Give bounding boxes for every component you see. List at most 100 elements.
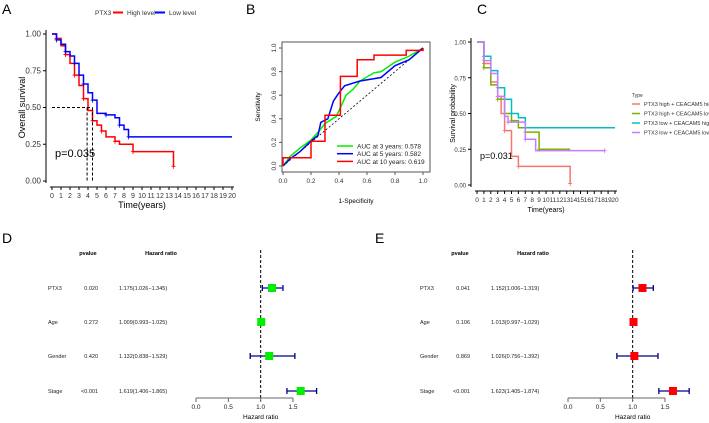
x-axis-label: 1-Specificity <box>338 198 374 205</box>
x-tick-label: 2 <box>489 197 493 204</box>
y-tick-label: 0.4 <box>271 114 278 123</box>
legend-label: AUC at 3 years: 0.578 <box>357 144 421 151</box>
pvalue-header: pvalue <box>451 251 468 257</box>
row-pvalue: <0.001 <box>453 389 470 395</box>
panel-label-A: A <box>2 1 12 17</box>
y-tick-label: 0.50 <box>454 112 466 118</box>
y-axis-label: Survival probability <box>450 84 457 143</box>
row-pvalue: 0.041 <box>456 286 470 292</box>
y-axis-label: Sensitivity <box>255 92 262 122</box>
x-tick-label: 19 <box>604 197 612 204</box>
x-tick-label: 1.0 <box>628 404 637 411</box>
x-tick-label: 0.0 <box>278 178 287 185</box>
censor-mark <box>63 49 68 55</box>
roc-curve-2 <box>282 48 424 166</box>
x-axis-label: Hazard ratio <box>615 414 651 421</box>
hazard-ratio-header: Hazard ratio <box>145 251 177 257</box>
censor-mark <box>72 60 77 66</box>
x-tick-label: 0 <box>50 193 54 200</box>
y-tick-label: 0.75 <box>454 76 466 82</box>
row-hazard-ratio: 1.013(0.997−1.029) <box>491 320 539 326</box>
censor-mark <box>117 122 122 128</box>
x-tick-label: 0.4 <box>334 178 343 185</box>
row-label-gender: Gender <box>420 354 439 360</box>
y-tick-label: 0.00 <box>25 177 41 186</box>
x-tick-label: 11 <box>550 197 557 204</box>
row-label-ptx3: PTX3 <box>48 286 62 292</box>
x-tick-label: 9 <box>537 197 541 204</box>
hazard-ratio-marker <box>629 318 638 326</box>
x-tick-label: 0.8 <box>390 178 399 185</box>
legend-label: PTX3 high + CEACAM5 high <box>644 102 709 108</box>
censor-mark <box>523 136 528 142</box>
censor-mark <box>502 128 507 134</box>
legend-label: PTX3 high + CEACAM5 low <box>644 112 709 118</box>
x-tick-label: 14 <box>570 197 578 204</box>
y-tick-label: 0.0 <box>271 161 278 170</box>
x-tick-label: 16 <box>192 193 200 200</box>
row-label-stage: Stage <box>420 389 434 395</box>
row-label-stage: Stage <box>48 389 62 395</box>
censor-mark <box>99 128 104 134</box>
p-value-annotation: p=0.035 <box>55 148 95 160</box>
row-hazard-ratio: 1.623(1.405−1.874) <box>491 389 539 395</box>
x-tick-label: 1.0 <box>256 404 265 411</box>
survival-curve-ptx3-low-ceacam5-high <box>477 41 615 129</box>
row-label-age: Age <box>420 320 430 326</box>
row-hazard-ratio: 1.009(0.993−1.025) <box>119 320 167 326</box>
x-tick-label: 6 <box>517 197 521 204</box>
censor-mark <box>516 163 521 169</box>
y-tick-label: 0.75 <box>25 66 41 75</box>
censor-mark <box>126 134 131 140</box>
x-tick-label: 0.0 <box>191 404 200 411</box>
row-hazard-ratio: 1.026(0.756−1.392) <box>491 354 539 360</box>
x-tick-label: 0.6 <box>362 178 371 185</box>
x-tick-label: 1.5 <box>660 404 669 411</box>
x-tick-label: 0.5 <box>596 404 605 411</box>
legend-label: High level <box>127 10 156 17</box>
x-tick-label: 6 <box>104 193 108 200</box>
y-tick-label: 0.2 <box>271 138 278 147</box>
x-tick-label: 8 <box>122 193 126 200</box>
y-tick-label: 0.50 <box>25 103 41 112</box>
y-tick-label: 0.00 <box>454 184 466 190</box>
x-tick-label: 14 <box>174 193 182 200</box>
censor-mark <box>481 58 486 64</box>
x-tick-label: 18 <box>598 197 606 204</box>
x-tick-label: 4 <box>503 197 507 204</box>
x-tick-label: 12 <box>556 197 564 204</box>
censor-mark <box>481 65 486 71</box>
survival-curve-ptx3-high-ceacam5-high <box>477 41 571 184</box>
x-tick-label: 10 <box>542 197 550 204</box>
x-tick-label: 4 <box>86 193 90 200</box>
x-tick-label: 20 <box>611 197 619 204</box>
x-tick-label: 13 <box>563 197 571 204</box>
diagonal-reference-line <box>282 47 424 167</box>
x-tick-label: 19 <box>219 193 227 200</box>
legend-label: AUC at 5 years: 0.582 <box>357 151 421 158</box>
hazard-ratio-marker <box>267 284 276 292</box>
x-tick-label: 3 <box>496 197 500 204</box>
censor-mark <box>131 149 135 155</box>
legend-title: Type <box>632 93 643 99</box>
x-tick-label: 1 <box>482 197 486 204</box>
row-pvalue: 0.020 <box>84 286 98 292</box>
hazard-ratio-header: Hazard ratio <box>517 251 549 257</box>
censor-mark <box>90 97 95 103</box>
x-tick-label: 18 <box>210 193 218 200</box>
x-tick-label: 1.0 <box>418 178 427 185</box>
legend-label: AUC at 10 years: 0.619 <box>357 159 425 166</box>
row-hazard-ratio: 1.152(1.006−1.319) <box>491 286 539 292</box>
hazard-ratio-marker <box>630 352 639 360</box>
x-tick-label: 5 <box>95 193 99 200</box>
x-tick-label: 8 <box>530 197 534 204</box>
censor-mark <box>72 72 77 78</box>
x-tick-label: 12 <box>156 193 164 200</box>
x-tick-label: 20 <box>228 193 236 200</box>
x-tick-label: 10 <box>138 193 146 200</box>
x-tick-label: 5 <box>510 197 514 204</box>
y-tick-label: 0.6 <box>271 90 278 99</box>
plot-box <box>281 41 431 173</box>
